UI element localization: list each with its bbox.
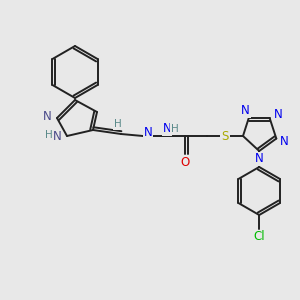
Text: N: N (163, 122, 171, 136)
Text: N: N (144, 127, 152, 140)
Text: N: N (241, 104, 250, 117)
Text: H: H (171, 124, 179, 134)
Text: N: N (273, 108, 282, 121)
Text: H: H (114, 119, 122, 129)
Text: O: O (180, 155, 190, 169)
Text: N: N (280, 135, 289, 148)
Text: N: N (52, 130, 62, 142)
Text: S: S (221, 130, 229, 142)
Text: H: H (45, 130, 53, 140)
Text: N: N (43, 110, 51, 122)
Text: N: N (255, 152, 264, 166)
Text: Cl: Cl (254, 230, 265, 244)
